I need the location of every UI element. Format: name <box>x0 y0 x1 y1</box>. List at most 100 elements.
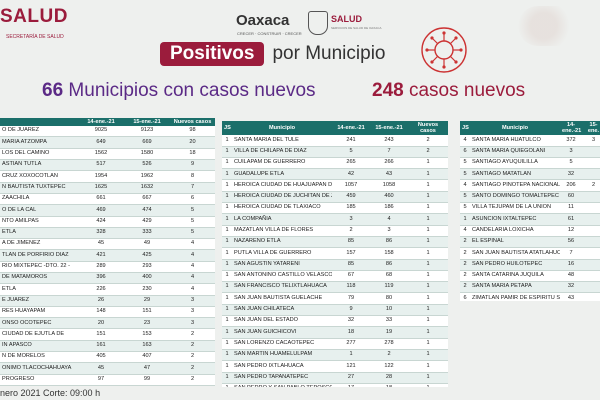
table-cell: 1954 <box>78 170 124 183</box>
table-cell: 32 <box>332 315 370 328</box>
table-row: ASTIAN TUTLA 517 526 9 <box>0 159 215 172</box>
municipios-table-2: JS Municipio 14-ene.-21 15-ene.-21 Nuevo… <box>222 121 448 387</box>
table-row: A DE JIMENEZ 45 49 4 <box>0 238 215 251</box>
salud-logo: SALUD <box>0 6 68 27</box>
table-cell: 28 <box>370 372 408 384</box>
table-cell: 206 <box>560 179 582 192</box>
table-row: 5 SANTIAGO MATATLAN 32 <box>460 168 600 181</box>
table-cell: 425 <box>124 249 170 262</box>
table-cell: 405 <box>78 351 124 364</box>
table-cell: RIO MIXTEPEC -DTO. 22 - <box>0 261 78 274</box>
table-cell: ZAACHILA <box>0 193 78 206</box>
table-cell: 49 <box>124 238 170 251</box>
table-cell: TLAN DE PORFIRIO DIAZ <box>0 249 78 262</box>
table-cell: SANTA MARIA PETAPA <box>470 281 560 294</box>
table-header: 15-ene. <box>582 121 600 136</box>
table-cell: 17 <box>332 383 370 387</box>
table-cell: 6 <box>170 193 215 206</box>
table-cell: 99 <box>124 374 170 386</box>
table-row: RES HUAYAPAM 148 151 3 <box>0 306 215 319</box>
table-cell: 1 <box>222 281 232 294</box>
table-header: Municipio <box>232 121 332 136</box>
table-cell: GUADALUPE ETLA <box>232 168 332 181</box>
table-cell: 45 <box>78 238 124 251</box>
table-cell: 121 <box>332 360 370 373</box>
salud-small-subtitle: SERVICIOS DE SALUD DE OAXACA <box>331 26 382 30</box>
table-cell: 1 <box>222 349 232 362</box>
table-cell: 5 <box>560 157 582 170</box>
table-cell: 1 <box>222 247 232 260</box>
table-cell: 2 <box>460 270 470 283</box>
table-cell: 4 <box>370 213 408 226</box>
table-cell: 1 <box>222 191 232 204</box>
table-header: 14-ene.-21 <box>78 118 124 127</box>
table-row: 1 SANTA MARIA DEL TULE 241 243 2 <box>222 135 448 147</box>
table-cell: 278 <box>370 338 408 350</box>
table-row: 5 SANTO DOMINGO TOMALTEPEC 60 <box>460 191 600 204</box>
table-cell: 2 <box>332 225 370 237</box>
table-cell: 1057 <box>332 179 370 192</box>
table-cell: 29 <box>124 295 170 307</box>
table-cell: 5 <box>460 168 470 181</box>
table-cell: 161 <box>78 340 124 353</box>
table-cell: 2 <box>460 236 470 249</box>
table-cell: 1 <box>222 338 232 350</box>
table-cell: 243 <box>370 135 408 147</box>
table-cell: ETLA <box>0 227 78 240</box>
municipios-count: 66 <box>42 80 64 101</box>
salud-logo-subtitle: SECRETARÍA DE SALUD <box>6 34 64 40</box>
table-cell: NAZARENO ETLA <box>232 236 332 249</box>
table-cell: 9123 <box>124 126 170 138</box>
table-cell: 1 <box>222 157 232 170</box>
table-cell: 424 <box>78 216 124 228</box>
table-cell: 56 <box>560 236 582 249</box>
table-cell: HEROICA CIUDAD DE HUAJUAPAN DE LEON <box>232 179 332 192</box>
table-cell: 18 <box>370 383 408 387</box>
table-row: 1 NAZARENO ETLA 85 86 1 <box>222 236 448 249</box>
table-row: 1 SAN JUAN DEL ESTADO 32 33 1 <box>222 315 448 328</box>
table-cell: 1 <box>408 360 448 373</box>
table-cell: 1 <box>408 259 448 271</box>
table-cell: 3 <box>170 317 215 330</box>
casos-label: casos nuevos <box>408 80 526 101</box>
table-cell: 396 <box>78 272 124 285</box>
table-cell: 6 <box>460 146 470 158</box>
table-cell: 1 <box>408 191 448 204</box>
table-cell: 1 <box>222 236 232 249</box>
table-cell <box>582 191 600 204</box>
municipios-table-1: 14-ene.-21 15-ene.-21 Nuevos casos O DE … <box>0 118 215 386</box>
table-row: ETLA 226 230 4 <box>0 283 215 296</box>
table-cell: 5 <box>460 202 470 215</box>
table-cell <box>582 225 600 237</box>
table-cell: 474 <box>124 204 170 217</box>
table-cell: 3 <box>370 225 408 237</box>
table-row: ZAACHILA 661 667 6 <box>0 193 215 206</box>
table-cell: 118 <box>332 281 370 294</box>
table-row: 6 SANTA MARIA QUIEGOLANI 3 <box>460 146 600 158</box>
table-cell: 1 <box>222 315 232 328</box>
table-cell: 26 <box>78 295 124 307</box>
table-cell: 293 <box>124 261 170 274</box>
table-cell: 12 <box>560 225 582 237</box>
table-cell: 460 <box>370 191 408 204</box>
table-cell: 277 <box>332 338 370 350</box>
table-cell <box>582 168 600 181</box>
table-cell <box>582 146 600 158</box>
oaxaca-header-logos: Oaxaca CRECER · CONSTRUIR · CRECER SALUD… <box>236 10 381 40</box>
table-cell: A DE JIMENEZ <box>0 238 78 251</box>
table-cell: SAN ANTONINO CASTILLO VELASCO <box>232 270 332 283</box>
table-cell: SAN FRANCISCO TELIXTLAHUACA <box>232 281 332 294</box>
table-row: O DE JUAREZ 9025 9123 98 <box>0 126 215 138</box>
table-cell: 1 <box>408 383 448 387</box>
table-cell: 3 <box>170 295 215 307</box>
table-cell: 1 <box>222 135 232 147</box>
table-row: 5 SANTIAGO AYUQUILILLA 5 <box>460 157 600 170</box>
table-cell: IN APASCO <box>0 340 78 353</box>
table-row: RIO MIXTEPEC -DTO. 22 -289 293 4 <box>0 261 215 274</box>
table-row: CIUDAD DE EJUTLA DE 151 153 2 <box>0 328 215 341</box>
table-header: Nuevos casos <box>408 121 448 136</box>
table-cell: SANTA MARIA QUIEGOLANI <box>470 146 560 158</box>
table-cell: 1 <box>408 304 448 317</box>
